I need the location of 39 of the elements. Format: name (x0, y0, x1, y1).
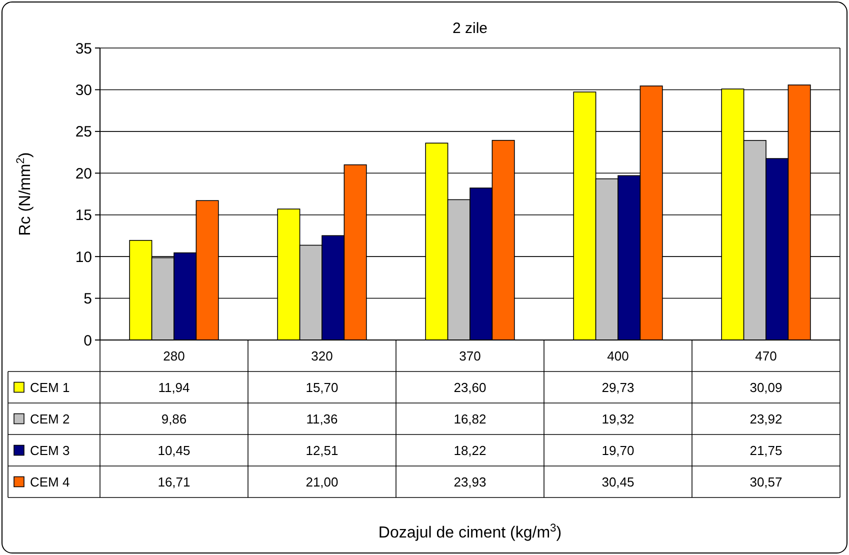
data-label: 21,75 (750, 442, 782, 458)
data-label: 18,22 (454, 442, 486, 458)
data-label: 30,09 (750, 380, 782, 395)
y-tick-label: 10 (75, 248, 92, 266)
data-label: 23,60 (454, 380, 486, 395)
data-label: 9,86 (161, 411, 187, 426)
data-label: 23,92 (750, 411, 782, 426)
y-tick-label: 15 (75, 207, 92, 224)
y-tick-label: 30 (75, 82, 92, 99)
data-label: 23,93 (454, 474, 486, 490)
text: Dozajul de ciment (kg/m$^{3}$) (378, 522, 562, 542)
data-label: 11,94 (158, 380, 190, 395)
y-tick-label: 35 (75, 40, 92, 58)
data-label: 30,45 (602, 474, 634, 490)
x-tick-label: 470 (755, 348, 777, 364)
data-label: 19,70 (602, 442, 634, 458)
data-label: 12,51 (306, 442, 338, 458)
x-tick-label: 280 (163, 348, 185, 364)
data-label: 30,57 (750, 474, 782, 490)
y-tick-label: 25 (75, 124, 92, 141)
data-label: 15,70 (306, 380, 338, 395)
y-tick-label: 20 (75, 165, 92, 182)
legend-label: CEM 4 (30, 474, 70, 490)
legend-label: CEM 3 (30, 442, 70, 458)
data-label: 16,71 (158, 474, 190, 490)
legend-label: CEM 2 (30, 411, 70, 426)
x-tick-label: 320 (311, 348, 333, 364)
chart-title: 2 zile (452, 20, 488, 37)
y-tick-label: 0 (84, 332, 92, 350)
data-label: 19,32 (602, 411, 634, 426)
x-tick-label: 400 (607, 348, 629, 364)
legend-label: CEM 1 (30, 380, 70, 395)
data-label: 11,36 (306, 411, 338, 426)
x-tick-label: 370 (459, 348, 481, 364)
data-label: 16,82 (454, 411, 486, 426)
data-label: 29,73 (602, 380, 634, 395)
y-tick-label: 5 (84, 290, 92, 308)
data-label: 21,00 (306, 474, 338, 490)
data-label: 10,45 (158, 442, 190, 458)
